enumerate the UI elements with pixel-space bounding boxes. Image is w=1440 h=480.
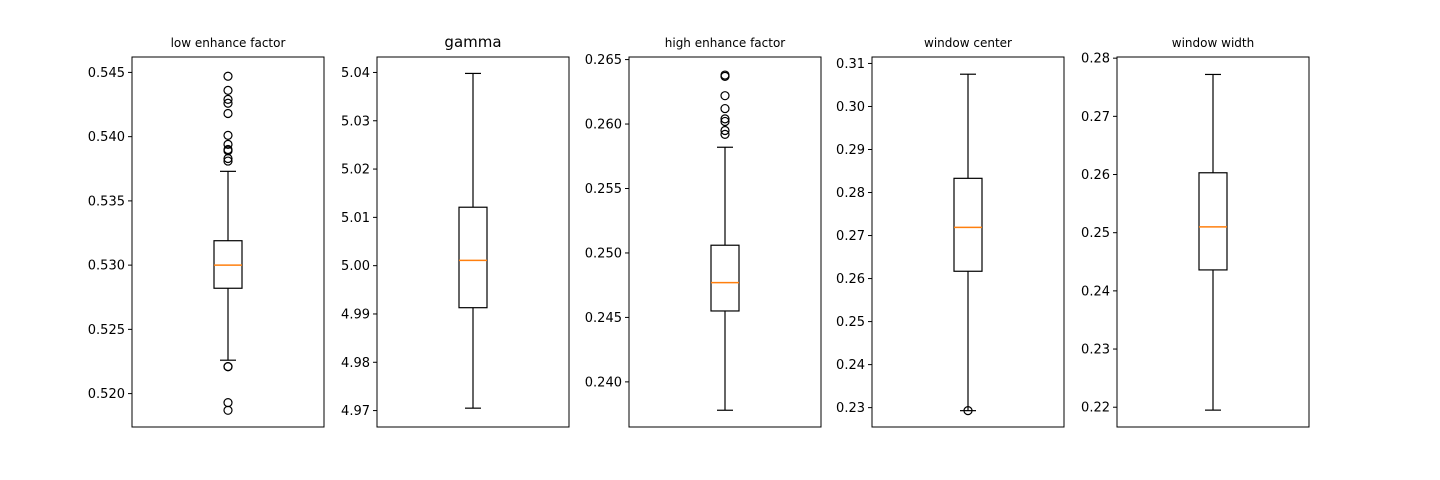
outlier-point <box>963 406 973 416</box>
outlier-point <box>223 156 233 166</box>
panel-title: high enhance factor <box>665 36 786 50</box>
axes-frame <box>1116 56 1310 428</box>
y-tick-label: 0.250 <box>585 246 622 261</box>
y-tick-label: 0.260 <box>585 118 622 133</box>
axes-frame <box>628 56 822 428</box>
y-tick-label: 0.23 <box>1081 343 1110 358</box>
outlier-point <box>223 130 233 140</box>
box <box>1198 172 1228 271</box>
outlier-point <box>223 405 233 415</box>
y-tick-label: 0.255 <box>585 182 622 197</box>
box <box>953 177 983 272</box>
y-tick-label: 0.530 <box>88 259 125 274</box>
y-tick-label: 0.525 <box>88 323 125 338</box>
outlier-point <box>720 125 730 136</box>
outlier-point <box>720 129 730 139</box>
y-tick-label: 5.03 <box>341 114 370 129</box>
y-tick-label: 0.26 <box>836 272 865 287</box>
y-tick-label: 5.01 <box>341 211 370 226</box>
y-tick-label: 0.25 <box>836 315 865 330</box>
y-tick-label: 0.240 <box>585 375 622 390</box>
outlier-point <box>223 139 233 149</box>
y-tick-label: 0.29 <box>836 143 865 158</box>
y-tick-label: 4.99 <box>341 307 370 322</box>
outlier-point <box>223 98 233 108</box>
box-panel: 0.240 0.245 0.250 0.255 0.260 0.265 high enhan… <box>585 36 822 428</box>
panel-title: window center <box>924 36 1012 50</box>
y-tick-label: 0.265 <box>585 53 622 68</box>
y-tick-label: 0.30 <box>836 100 865 115</box>
box <box>710 244 740 312</box>
axes-frame <box>376 56 570 428</box>
y-tick-label: 0.24 <box>836 358 865 373</box>
y-tick-label: 0.23 <box>836 401 865 416</box>
y-tick-label: 0.28 <box>836 186 865 201</box>
box-panel: 0.520 0.525 0.530 0.535 0.540 0.545 low enhanc… <box>88 36 325 428</box>
panel-title: window width <box>1172 36 1254 50</box>
outlier-point <box>223 85 233 96</box>
y-tick-label: 0.22 <box>1081 401 1110 416</box>
y-tick-label: 0.27 <box>836 229 865 244</box>
outlier-point <box>223 362 233 372</box>
panel-title: low enhance factor <box>171 36 286 50</box>
y-tick-label: 4.97 <box>341 404 370 419</box>
y-tick-label: 5.02 <box>341 163 370 178</box>
y-tick-label: 0.245 <box>585 311 622 326</box>
outlier-point <box>720 103 730 114</box>
y-tick-label: 0.27 <box>1081 110 1110 125</box>
box-panel: 4.97 4.98 4.99 5.00 5.01 5.02 5.03 5.04 gamma <box>341 33 570 428</box>
box <box>458 206 488 309</box>
box-panel: 0.23 0.24 0.25 0.26 0.27 0.28 0.29 0.30 0.31 wind… <box>836 36 1065 428</box>
y-tick-label: 0.520 <box>88 387 125 402</box>
outlier-point <box>720 70 730 80</box>
outlier-point <box>223 144 233 155</box>
y-tick-label: 0.26 <box>1081 168 1110 183</box>
axes-frame <box>131 56 325 428</box>
outlier-point <box>720 114 730 124</box>
axes-frame <box>871 56 1065 428</box>
y-tick-label: 0.28 <box>1081 52 1110 67</box>
y-tick-label: 4.98 <box>341 356 370 371</box>
panel-title: gamma <box>444 33 501 51</box>
y-tick-label: 0.25 <box>1081 226 1110 241</box>
y-tick-label: 0.545 <box>88 66 125 81</box>
y-tick-label: 0.540 <box>88 130 125 145</box>
y-tick-label: 0.535 <box>88 194 125 209</box>
outlier-point <box>720 116 730 127</box>
y-tick-label: 5.00 <box>341 259 370 274</box>
y-tick-label: 0.31 <box>836 57 865 72</box>
y-tick-label: 0.24 <box>1081 284 1110 299</box>
outlier-point <box>223 71 233 81</box>
outlier-point <box>223 108 233 119</box>
outlier-point <box>720 91 730 101</box>
outlier-point <box>223 94 233 104</box>
box-panel: 0.22 0.23 0.24 0.25 0.26 0.27 0.28 window width <box>1081 36 1310 428</box>
y-tick-label: 5.04 <box>341 66 370 81</box>
